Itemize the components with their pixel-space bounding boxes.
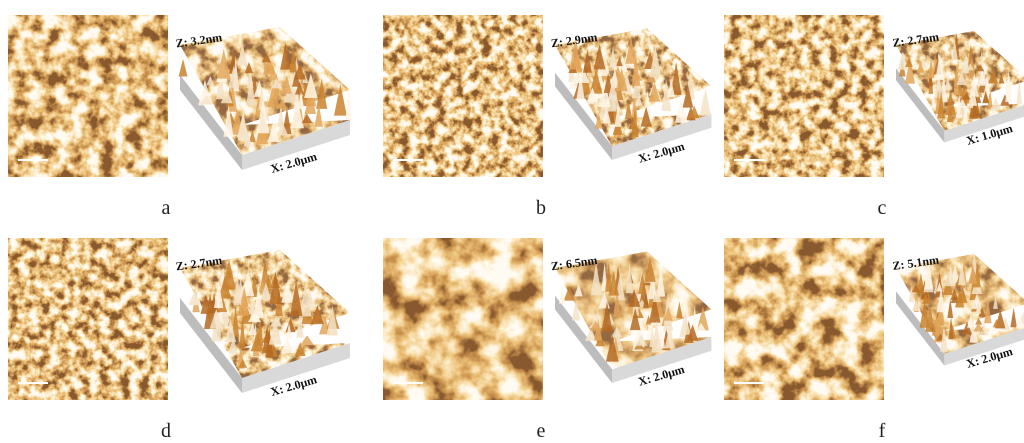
panel-letter: a: [162, 197, 171, 219]
afm-image: [8, 238, 168, 400]
page: Z: 3.2nmX: 2.0μmaZ: 2.9nmX: 2.0μmbZ: 2.7…: [0, 0, 1024, 443]
afm-image: [383, 15, 543, 177]
afm-image: [724, 15, 884, 177]
afm-image: [8, 15, 168, 177]
afm-image: [724, 238, 884, 400]
figure: Z: 3.2nmX: 2.0μmaZ: 2.9nmX: 2.0μmbZ: 2.7…: [0, 0, 1024, 443]
panel-letter: c: [878, 197, 887, 219]
panel-letter: d: [161, 420, 171, 442]
panel-letter: e: [537, 420, 546, 442]
panel-letter: f: [879, 420, 886, 442]
panel-letter: b: [536, 197, 546, 219]
afm-image: [383, 238, 543, 400]
